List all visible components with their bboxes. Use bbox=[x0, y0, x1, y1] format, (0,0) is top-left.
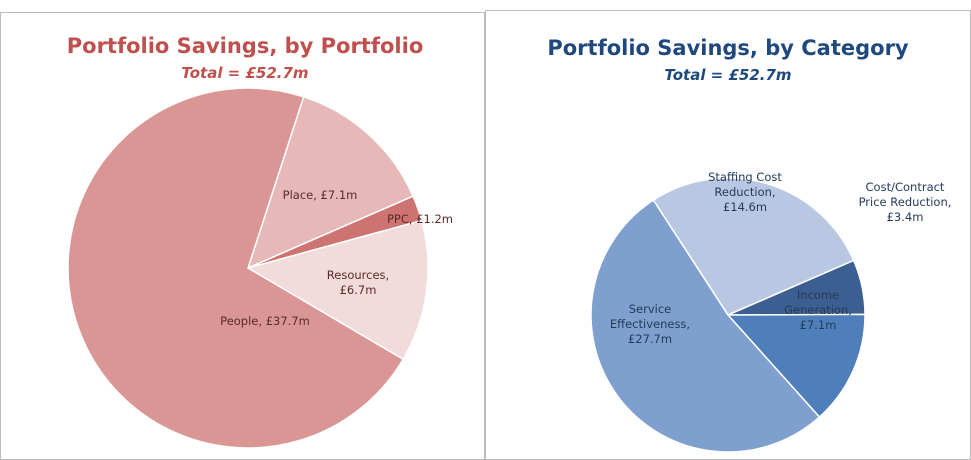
data-label: Staffing Cost Reduction, £14.6m bbox=[708, 170, 782, 214]
data-label: Place, £7.1m bbox=[282, 188, 358, 202]
chart-subtitle: Total = £52.7m bbox=[181, 64, 309, 82]
pie-slice bbox=[726, 313, 866, 419]
pie-slice bbox=[652, 177, 855, 316]
chart-subtitle: Total = £52.7m bbox=[664, 66, 792, 84]
data-label: PPC, £1.2m bbox=[386, 212, 454, 226]
data-label: People, £37.7m bbox=[220, 314, 310, 328]
data-label: Resources, £6.7m bbox=[326, 268, 390, 297]
pie-slice bbox=[590, 199, 821, 453]
data-label: Cost/Contract Price Reduction, £3.4m bbox=[858, 180, 952, 224]
chart-title: Portfolio Savings, by Portfolio bbox=[66, 34, 424, 58]
pie-slice bbox=[246, 95, 415, 270]
pie-slice bbox=[67, 87, 405, 449]
data-label: Service Effectiveness, £27.7m bbox=[609, 302, 691, 346]
chart-title: Portfolio Savings, by Category bbox=[547, 36, 909, 60]
data-label: Income Generation, £7.1m bbox=[784, 288, 852, 332]
pie-slice bbox=[246, 219, 429, 361]
